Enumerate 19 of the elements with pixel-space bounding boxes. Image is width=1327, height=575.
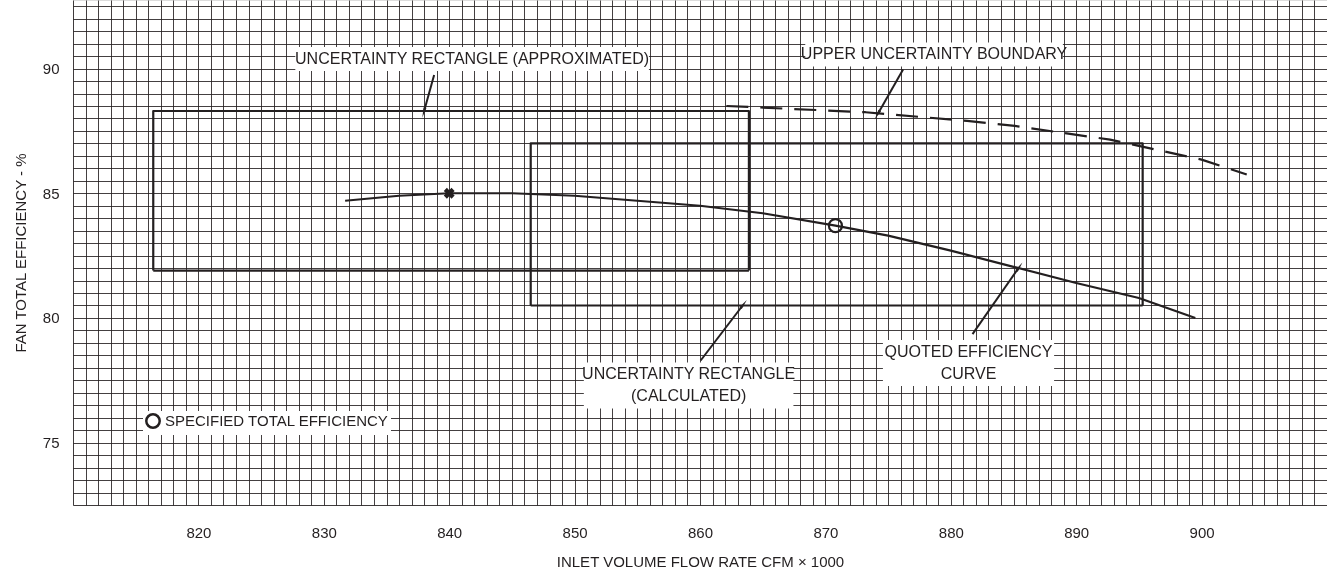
x-tick-label: 840 — [437, 523, 463, 541]
x-tick-label: 870 — [813, 523, 839, 541]
x-tick-label: 890 — [1064, 523, 1090, 541]
y-tick-label: 75 — [42, 434, 60, 452]
x-axis-title: INLET VOLUME FLOW RATE CFM × 1000 — [556, 552, 845, 570]
x-tick-label: 830 — [311, 523, 337, 541]
y-tick-label: 90 — [42, 60, 60, 78]
x-tick-label: 820 — [186, 523, 212, 541]
x-tick-label: 880 — [938, 523, 964, 541]
y-tick-label: 80 — [42, 309, 60, 327]
annotation: UNCERTAINTY RECTANGLE (CALCULATED) — [582, 365, 796, 405]
y-axis-title: FAN TOTAL EFFICIENCY - % — [11, 153, 29, 353]
annotation: UNCERTAINTY RECTANGLE (APPROXIMATED) — [295, 49, 650, 67]
x-tick-label: 900 — [1189, 523, 1215, 541]
x-tick-label: 850 — [562, 523, 588, 541]
legend-label: SPECIFIED TOTAL EFFICIENCY — [165, 412, 388, 429]
x-tick-label: 860 — [687, 523, 714, 541]
annotation: QUOTED EFFICIENCY CURVE — [884, 343, 1053, 383]
y-tick-label: 85 — [42, 184, 60, 202]
